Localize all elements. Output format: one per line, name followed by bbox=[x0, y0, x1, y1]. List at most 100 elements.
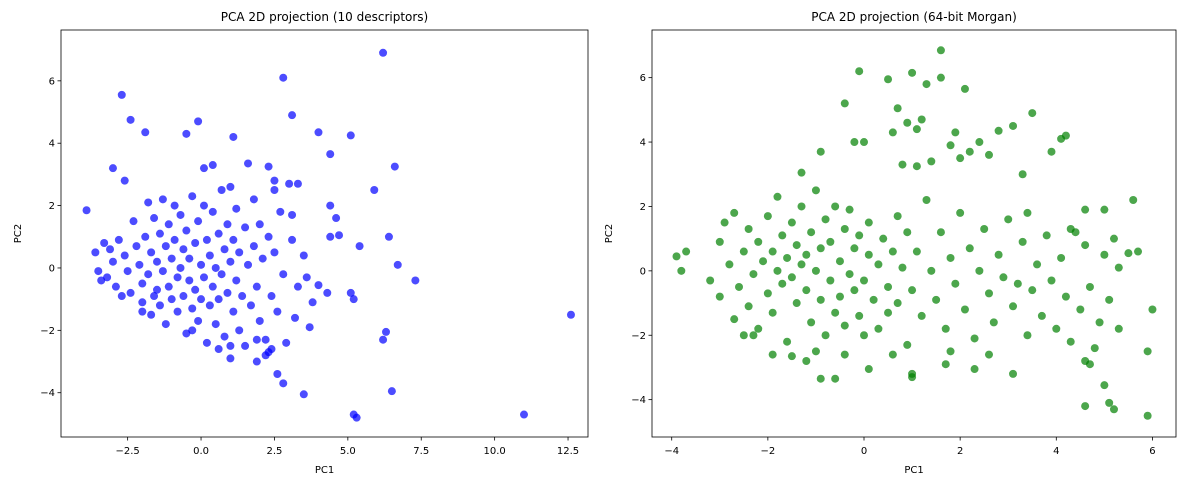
scatter-point bbox=[249, 242, 258, 251]
scatter-point bbox=[238, 292, 247, 301]
scatter-point bbox=[946, 253, 955, 262]
scatter-point bbox=[898, 263, 907, 272]
scatter-point bbox=[335, 231, 344, 240]
scatter-point bbox=[108, 257, 117, 266]
scatter-point bbox=[927, 157, 936, 166]
scatter-point bbox=[97, 276, 106, 285]
scatter-point bbox=[912, 162, 921, 171]
scatter-point bbox=[850, 244, 859, 253]
y-tick-label: 0 bbox=[49, 263, 55, 274]
scatter-point bbox=[1013, 279, 1022, 288]
y-tick-label: 6 bbox=[640, 73, 646, 84]
scatter-point bbox=[226, 257, 235, 266]
scatter-point bbox=[783, 253, 792, 262]
scatter-point bbox=[792, 241, 801, 250]
scatter-point bbox=[922, 196, 931, 205]
scatter-point bbox=[802, 357, 811, 366]
scatter-point bbox=[1037, 311, 1046, 320]
scatter-point bbox=[164, 282, 173, 291]
x-axis-label: PC1 bbox=[904, 465, 923, 476]
scatter-point bbox=[191, 285, 200, 294]
scatter-point bbox=[1148, 305, 1157, 314]
scatter-point bbox=[811, 186, 820, 195]
scatter-point bbox=[138, 307, 147, 316]
scatter-point bbox=[1061, 292, 1070, 301]
scatter-point bbox=[908, 286, 917, 295]
scatter-point bbox=[884, 75, 893, 84]
scatter-point bbox=[223, 288, 232, 297]
scatter-point bbox=[153, 257, 162, 266]
scatter-point bbox=[730, 208, 739, 217]
scatter-point bbox=[150, 214, 159, 223]
scatter-point bbox=[816, 295, 825, 304]
scatter-point bbox=[229, 235, 238, 244]
scatter-point bbox=[308, 298, 317, 307]
scatter-point bbox=[226, 354, 235, 363]
scatter-point bbox=[384, 232, 393, 241]
scatter-point bbox=[205, 251, 214, 260]
scatter-point bbox=[273, 307, 282, 316]
scatter-point bbox=[267, 292, 276, 301]
scatter-point bbox=[1018, 237, 1027, 246]
y-tick-label: 2 bbox=[49, 201, 55, 212]
scatter-point bbox=[288, 210, 297, 219]
scatter-point bbox=[946, 347, 955, 356]
scatter-point bbox=[264, 162, 273, 171]
scatter-point bbox=[715, 292, 724, 301]
y-tick-label: −2 bbox=[40, 326, 55, 337]
scatter-point bbox=[194, 316, 203, 325]
x-tick-label: −2 bbox=[760, 446, 775, 457]
x-tick-label: 4 bbox=[1053, 446, 1059, 457]
scatter-point bbox=[170, 201, 179, 210]
scatter-point bbox=[94, 267, 103, 276]
scatter-point bbox=[1047, 147, 1056, 156]
scatter-point bbox=[246, 301, 255, 310]
scatter-point bbox=[314, 281, 323, 290]
scatter-point bbox=[951, 128, 960, 137]
scatter-point bbox=[730, 315, 739, 324]
scatter-point bbox=[1057, 253, 1066, 262]
y-tick-label: −4 bbox=[631, 395, 646, 406]
scatter-point bbox=[725, 260, 734, 269]
scatter-point bbox=[903, 228, 912, 237]
y-tick-label: 6 bbox=[49, 76, 55, 87]
scatter-point bbox=[138, 279, 147, 288]
scatter-point bbox=[735, 282, 744, 291]
scatter-point bbox=[232, 204, 241, 213]
scatter-point bbox=[778, 279, 787, 288]
scatter-point bbox=[787, 218, 796, 227]
scatter-point bbox=[158, 267, 167, 276]
scatter-point bbox=[255, 316, 264, 325]
scatter-point bbox=[299, 390, 308, 399]
scatter-point bbox=[179, 292, 188, 301]
scatter-point bbox=[199, 273, 208, 282]
scatter-point bbox=[946, 141, 955, 150]
scatter-point bbox=[994, 250, 1003, 259]
scatter-point bbox=[264, 348, 273, 357]
scatter-point bbox=[103, 273, 112, 282]
scatter-point bbox=[270, 185, 279, 194]
scatter-point bbox=[185, 276, 194, 285]
scatter-point bbox=[241, 223, 250, 232]
scatter-point bbox=[845, 205, 854, 214]
scatter-point bbox=[208, 161, 217, 170]
scatter-point bbox=[1124, 249, 1133, 258]
scatter-point bbox=[91, 248, 100, 257]
scatter-point bbox=[411, 276, 420, 285]
scatter-point bbox=[379, 48, 388, 57]
scatter-point bbox=[220, 332, 229, 341]
scatter-point bbox=[840, 224, 849, 233]
y-tick-label: 4 bbox=[49, 139, 55, 150]
scatter-point bbox=[956, 208, 965, 217]
scatter-point bbox=[936, 46, 945, 55]
scatter-point bbox=[214, 295, 223, 304]
scatter-point bbox=[965, 244, 974, 253]
scatter-point bbox=[826, 276, 835, 285]
scatter-point bbox=[117, 292, 126, 301]
scatter-point bbox=[787, 273, 796, 282]
scatter-point bbox=[1095, 318, 1104, 327]
scatter-point bbox=[860, 331, 869, 340]
scatter-point bbox=[768, 247, 777, 256]
scatter-point bbox=[217, 270, 226, 279]
scatter-point bbox=[566, 310, 575, 319]
